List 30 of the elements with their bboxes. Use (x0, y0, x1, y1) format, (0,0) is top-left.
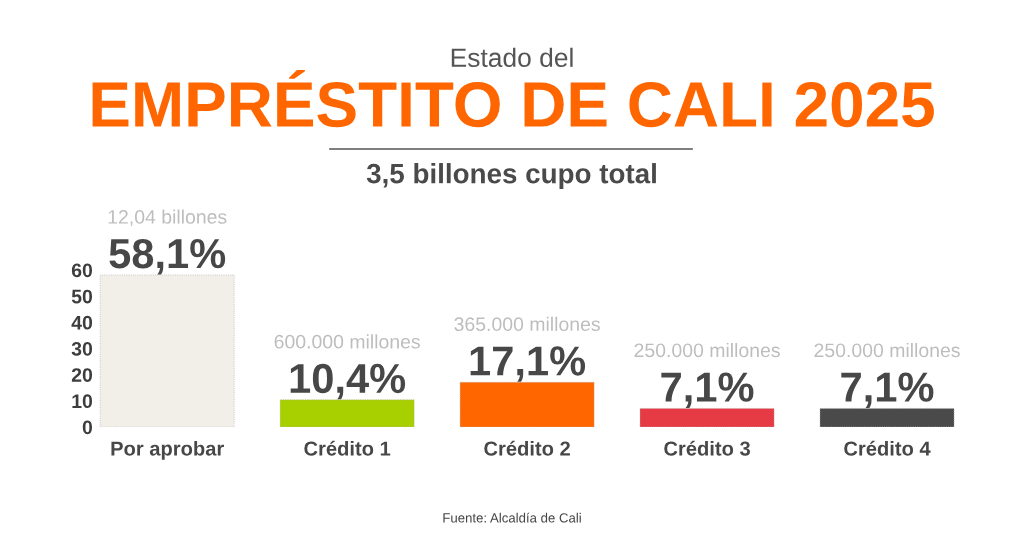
bar (459, 381, 595, 427)
bar (279, 399, 415, 427)
data-label: 58,1% (109, 238, 226, 275)
annotation: 250.000 millones (634, 342, 780, 358)
x-tick-label: Crédito 3 (664, 440, 750, 456)
data-label: 7,1% (841, 372, 934, 408)
bar (819, 408, 955, 427)
annotation: 12,04 billones (108, 209, 227, 227)
y-tick-label: 40 (71, 315, 93, 330)
y-tick-label: 20 (71, 368, 93, 382)
data-label: 7,1% (661, 372, 754, 408)
source-note: Fuente: Alcaldía de Cali (443, 512, 581, 523)
annotation: 250.000 millones (814, 342, 960, 358)
y-tick-label: 60 (71, 263, 93, 278)
y-tick-label: 0 (82, 420, 93, 435)
data-label: 17,1% (470, 346, 586, 382)
annotation: 365.000 millones (454, 316, 600, 332)
y-tick-label: 50 (71, 289, 93, 304)
bar (99, 274, 235, 427)
x-tick-label: Crédito 2 (484, 440, 570, 456)
bar (639, 408, 775, 427)
x-tick-label: Crédito 1 (304, 440, 391, 456)
data-label: 10,4% (290, 363, 406, 400)
x-tick-label: Crédito 4 (844, 440, 931, 456)
y-tick-label: 30 (71, 341, 93, 356)
chart-subtitle: 3,5 billones cupo total (366, 163, 656, 189)
annotation: 600.000 millones (274, 334, 420, 349)
y-tick-label: 10 (72, 394, 93, 409)
x-tick-label: Por aprobar (111, 440, 224, 460)
chart-title: Estado del EMPRÉSTITO DE CALI 2025 (92, 47, 934, 128)
